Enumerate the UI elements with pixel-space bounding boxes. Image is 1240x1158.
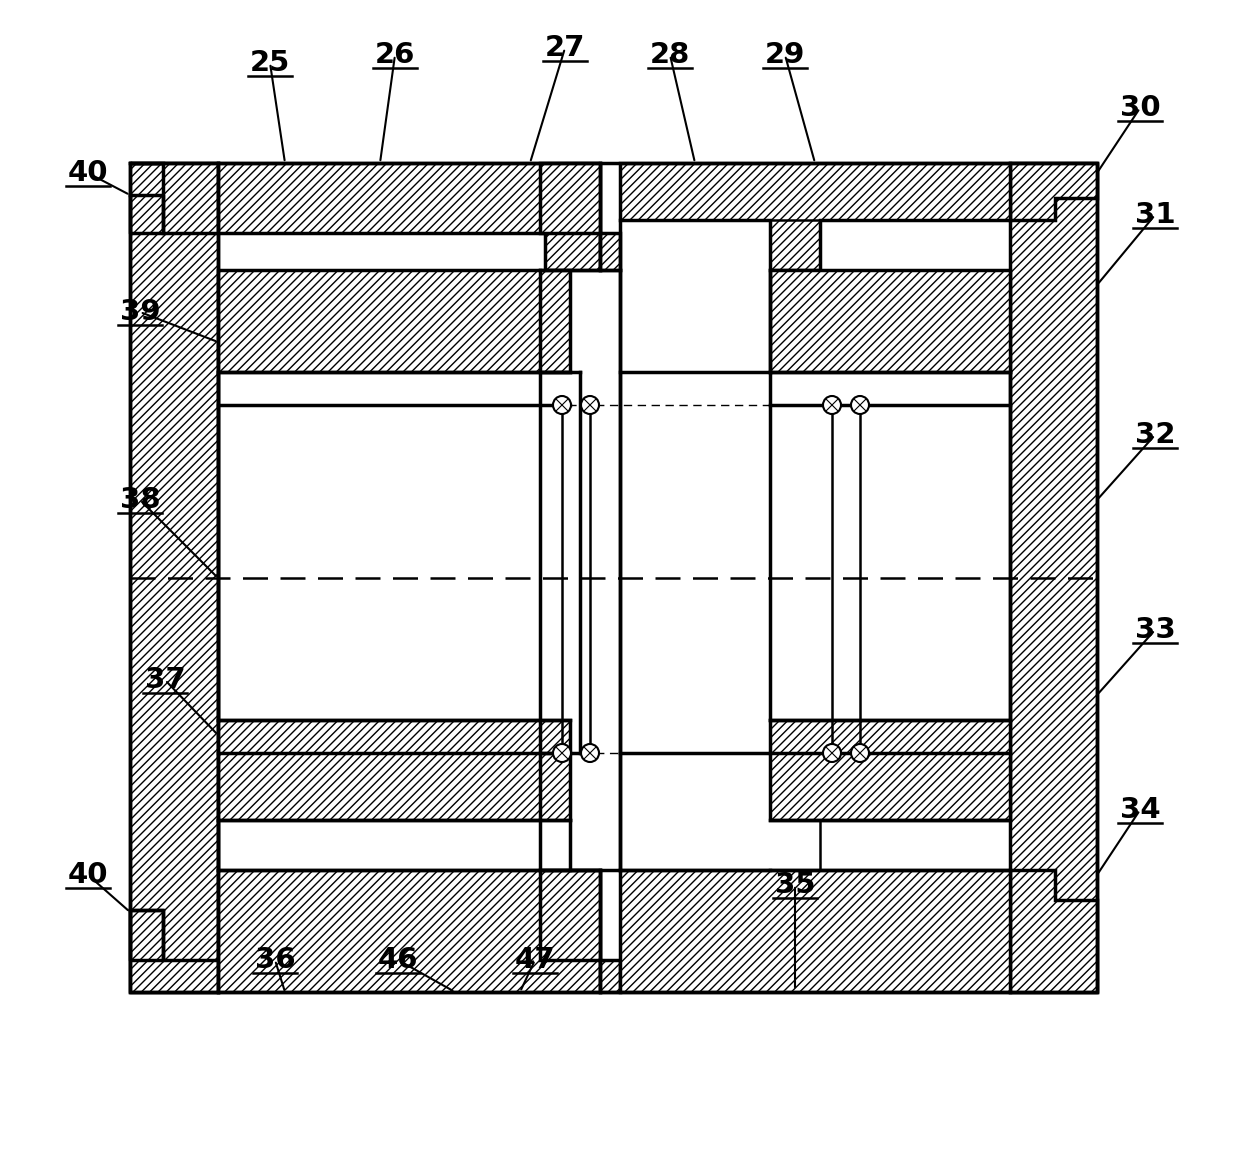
Text: 46: 46 [378, 946, 418, 974]
Text: 34: 34 [1120, 796, 1161, 824]
Text: 29: 29 [765, 41, 805, 69]
Text: 39: 39 [120, 298, 160, 327]
Text: 26: 26 [374, 41, 415, 69]
Circle shape [553, 743, 570, 762]
Text: 31: 31 [1135, 201, 1176, 229]
Text: 25: 25 [250, 49, 290, 76]
Text: 36: 36 [254, 946, 295, 974]
Circle shape [582, 396, 599, 415]
Text: 35: 35 [775, 871, 815, 899]
Polygon shape [770, 270, 1011, 372]
Circle shape [582, 743, 599, 762]
Circle shape [553, 396, 570, 415]
Polygon shape [770, 720, 1011, 820]
Circle shape [851, 743, 869, 762]
Text: 27: 27 [544, 34, 585, 63]
Polygon shape [130, 163, 218, 992]
Polygon shape [130, 910, 218, 992]
Polygon shape [539, 163, 620, 270]
Polygon shape [130, 163, 218, 233]
Polygon shape [1011, 163, 1097, 220]
Polygon shape [218, 870, 600, 992]
Circle shape [851, 396, 869, 415]
Text: 32: 32 [1135, 422, 1176, 449]
Polygon shape [620, 163, 1011, 270]
Polygon shape [218, 720, 570, 820]
Text: 28: 28 [650, 41, 691, 69]
Polygon shape [539, 870, 620, 992]
Circle shape [823, 396, 841, 415]
Text: 47: 47 [515, 946, 556, 974]
Polygon shape [620, 870, 1011, 992]
Text: 37: 37 [145, 666, 185, 694]
Polygon shape [1011, 163, 1097, 992]
Text: 40: 40 [68, 862, 108, 889]
Text: 40: 40 [68, 159, 108, 186]
Polygon shape [1011, 870, 1097, 992]
Text: 30: 30 [1120, 94, 1161, 122]
Text: 38: 38 [120, 486, 160, 514]
Polygon shape [218, 270, 570, 372]
Circle shape [823, 743, 841, 762]
Polygon shape [218, 163, 600, 270]
Text: 33: 33 [1135, 616, 1176, 644]
